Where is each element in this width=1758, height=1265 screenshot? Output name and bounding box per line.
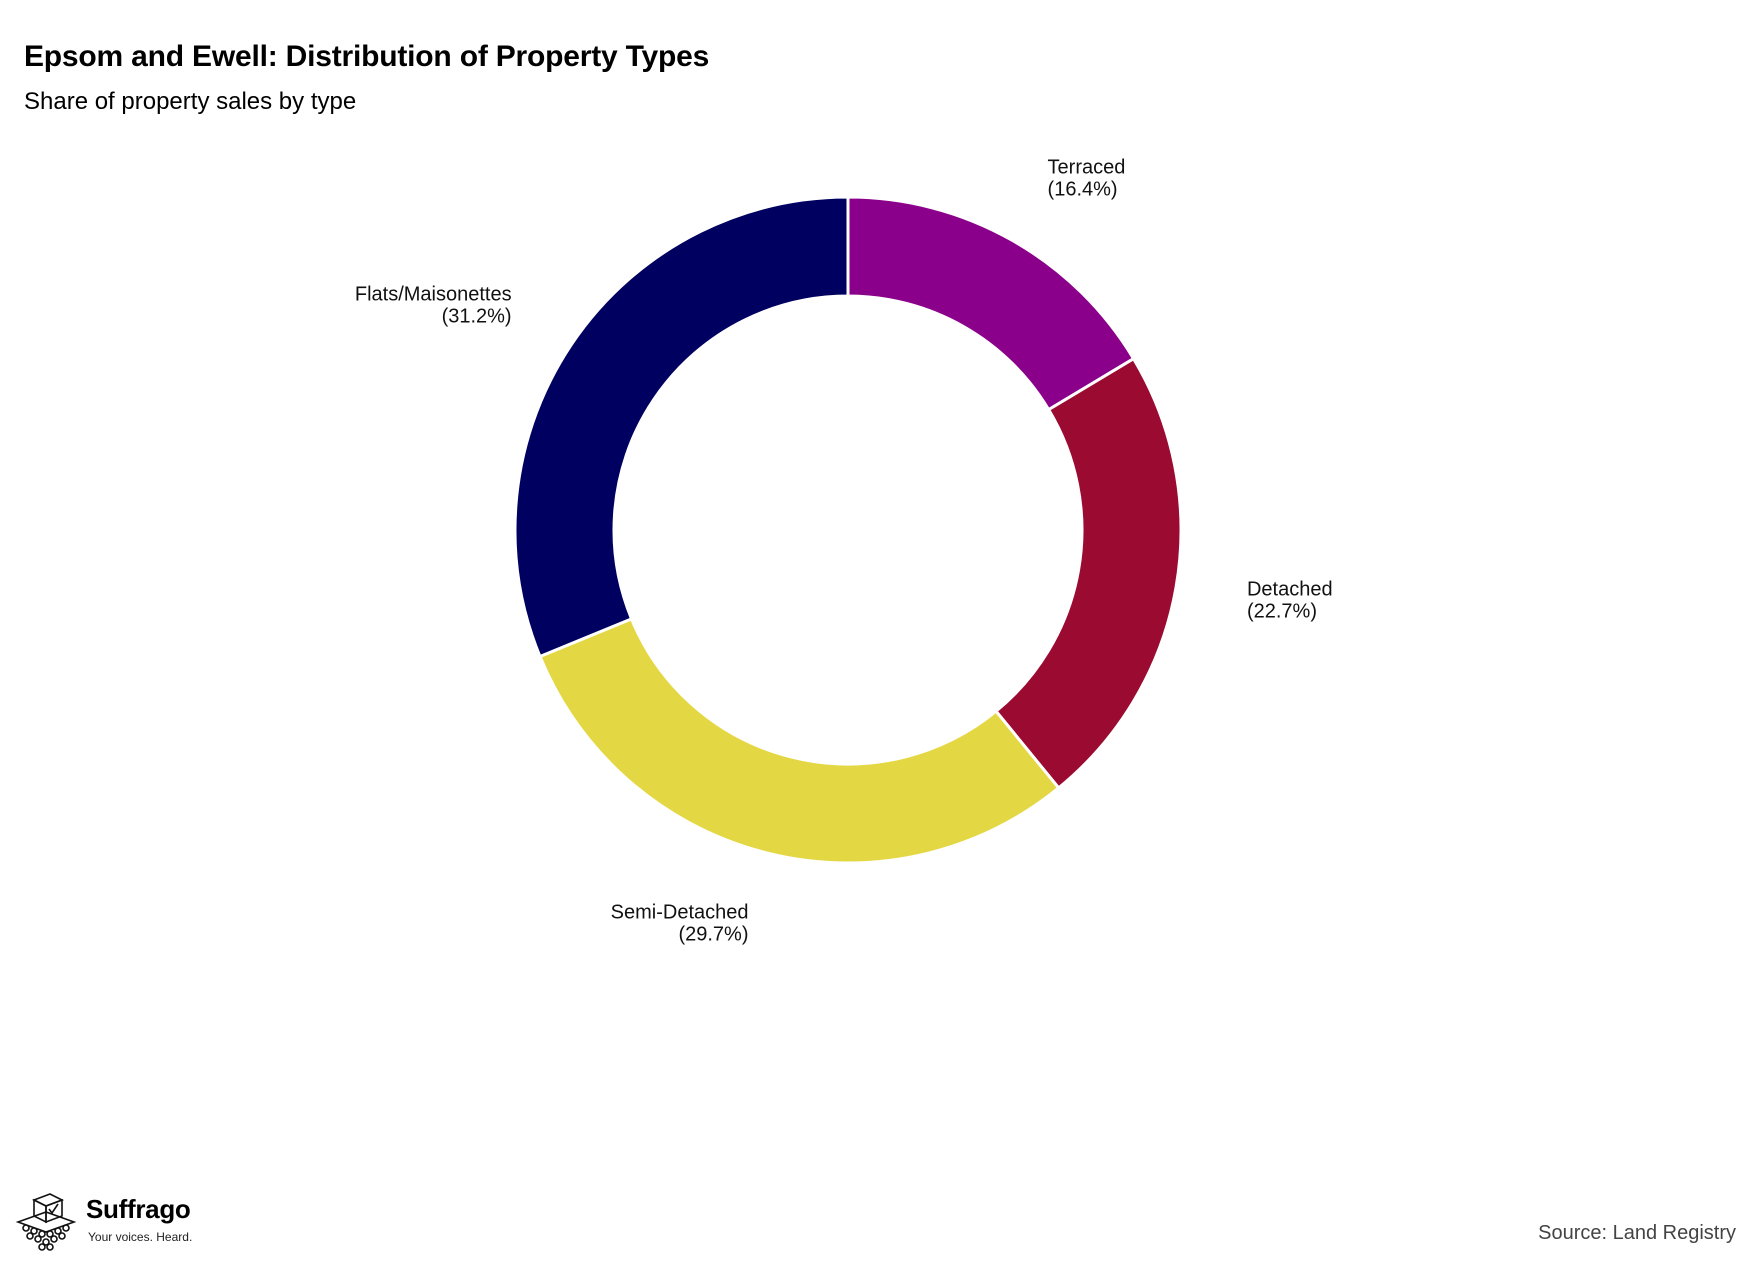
chart-title: Epsom and Ewell: Distribution of Propert… [24,40,710,73]
slice-label-value: (29.7%) [678,924,748,946]
slice-label-name: Semi-Detached [611,902,749,924]
slice-label-value: (22.7%) [1247,601,1317,623]
slice-detached [993,356,1183,791]
slice-label-name: Terraced [1048,157,1126,179]
slice-flats-maisonettes [513,195,850,659]
source-note: Source: Land Registry [1538,1222,1736,1244]
donut-slices [513,195,1183,865]
slice-label-terraced: Terraced (16.4%) [1048,157,1126,201]
slice-label-name: Flats/Maisonettes [355,283,512,305]
slice-label-detached: Detached (22.7%) [1247,579,1333,623]
brand-tagline: Your voices. Heard. [88,1230,193,1244]
slice-label-flats-maisonettes: Flats/Maisonettes (31.2%) [355,283,512,327]
slice-label-name: Detached [1247,579,1333,601]
brand-name: Suffrago [86,1194,191,1224]
slice-labels: Terraced (16.4%) Detached (22.7%) Semi-Detac… [355,157,1333,946]
chart-subtitle: Share of property sales by type [24,88,357,115]
slice-label-value: (31.2%) [442,305,512,327]
slice-label-value: (16.4%) [1048,179,1118,201]
slice-semi-detached [537,616,1061,865]
slice-terraced [846,195,1136,412]
ballot-box-icon [15,1193,77,1251]
brand-block: Suffrago Your voices. Heard. [14,1192,254,1252]
slice-label-semi-detached: Semi-Detached (29.7%) [611,902,749,946]
